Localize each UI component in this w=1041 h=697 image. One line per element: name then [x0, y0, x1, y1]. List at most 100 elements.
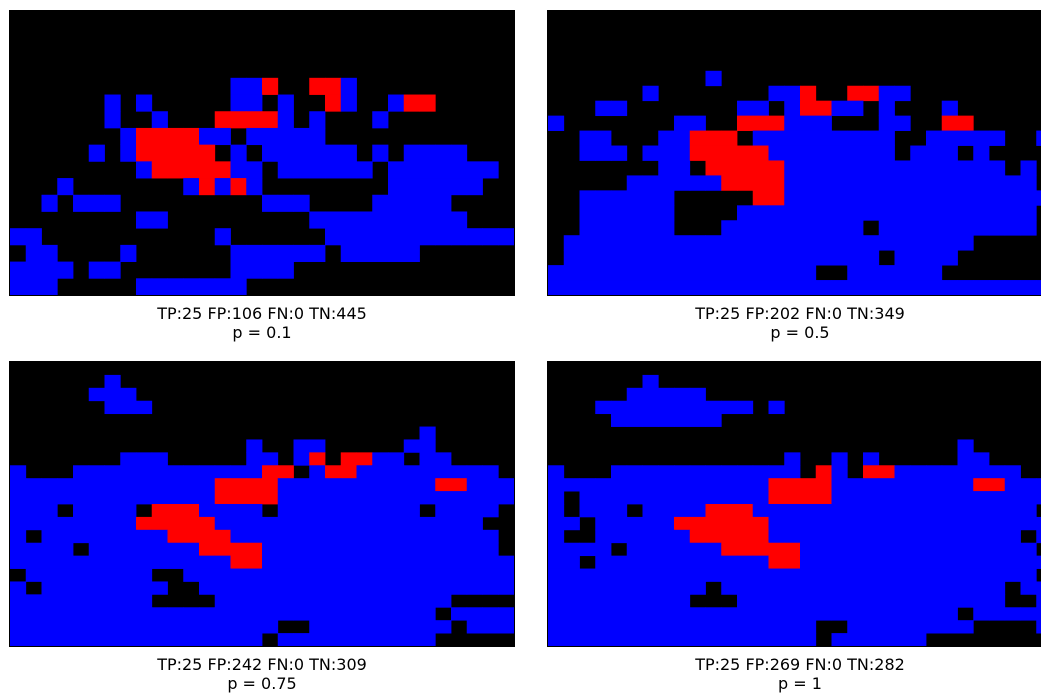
false-positive-cell: [957, 439, 974, 453]
false-positive-cell: [689, 250, 706, 266]
false-positive-cell: [120, 504, 137, 518]
false-positive-cell: [878, 555, 895, 569]
false-positive-cell: [611, 555, 628, 569]
false-positive-cell: [831, 235, 848, 251]
false-positive-cell: [689, 542, 706, 557]
false-positive-cell: [658, 491, 675, 505]
true-positive-cell: [689, 130, 706, 146]
false-positive-cell: [388, 465, 405, 479]
false-positive-cell: [831, 516, 848, 531]
true-positive-cell: [705, 504, 722, 518]
false-positive-cell: [642, 478, 659, 492]
false-positive-cell: [926, 607, 943, 621]
false-positive-cell: [104, 620, 121, 634]
false-positive-cell: [183, 620, 200, 634]
true-positive-cell: [705, 145, 722, 161]
false-positive-cell: [847, 145, 864, 161]
false-positive-cell: [784, 504, 801, 518]
false-positive-cell: [926, 542, 943, 557]
false-positive-cell: [894, 607, 911, 621]
false-positive-cell: [847, 633, 864, 646]
false-positive-cell: [721, 607, 738, 621]
false-positive-cell: [293, 542, 310, 557]
false-positive-cell: [658, 205, 675, 221]
true-positive-cell: [183, 144, 200, 162]
false-positive-cell: [214, 178, 231, 196]
false-positive-cell: [957, 594, 974, 608]
false-positive-cell: [10, 228, 27, 246]
false-positive-cell: [246, 529, 263, 544]
false-positive-cell: [878, 491, 895, 505]
false-positive-cell: [57, 491, 74, 505]
false-positive-cell: [721, 491, 738, 505]
false-positive-cell: [340, 529, 357, 544]
confusion-stats: TP:25 FP:269 FN:0 TN:282: [695, 655, 905, 674]
false-positive-cell: [356, 516, 373, 531]
true-positive-cell: [451, 478, 468, 492]
false-positive-cell: [136, 478, 153, 492]
false-positive-cell: [847, 205, 864, 221]
false-positive-cell: [548, 478, 565, 492]
false-positive-cell: [579, 145, 596, 161]
false-positive-cell: [863, 568, 880, 582]
false-positive-cell: [214, 568, 231, 582]
false-positive-cell: [768, 465, 785, 479]
false-positive-cell: [910, 568, 927, 582]
false-positive-cell: [356, 478, 373, 492]
false-positive-cell: [705, 542, 722, 557]
true-positive-cell: [784, 491, 801, 505]
false-positive-cell: [595, 478, 612, 492]
false-positive-cell: [277, 127, 294, 146]
false-positive-cell: [752, 594, 769, 608]
false-positive-cell: [910, 620, 927, 634]
false-positive-cell: [388, 161, 405, 179]
false-positive-cell: [989, 175, 1006, 191]
false-positive-cell: [136, 581, 153, 595]
false-positive-cell: [57, 633, 74, 646]
false-positive-cell: [878, 594, 895, 608]
false-positive-cell: [941, 504, 958, 518]
false-positive-cell: [419, 228, 436, 246]
false-positive-cell: [847, 250, 864, 266]
false-positive-cell: [563, 478, 580, 492]
false-positive-cell: [403, 228, 420, 246]
false-positive-cell: [784, 190, 801, 206]
false-positive-cell: [41, 278, 58, 295]
false-positive-cell: [151, 478, 168, 492]
false-positive-cell: [57, 568, 74, 582]
false-positive-cell: [325, 607, 342, 621]
false-positive-cell: [926, 465, 943, 479]
true-positive-cell: [705, 160, 722, 176]
false-positive-cell: [136, 555, 153, 569]
false-positive-cell: [941, 594, 958, 608]
false-positive-cell: [910, 220, 927, 236]
false-positive-cell: [878, 205, 895, 221]
false-positive-cell: [737, 568, 754, 582]
false-positive-cell: [957, 130, 974, 146]
false-positive-cell: [388, 607, 405, 621]
false-positive-cell: [784, 130, 801, 146]
false-positive-cell: [293, 568, 310, 582]
false-positive-cell: [658, 516, 675, 531]
false-positive-cell: [752, 205, 769, 221]
false-positive-cell: [674, 478, 691, 492]
false-positive-cell: [372, 211, 389, 229]
false-positive-cell: [325, 581, 342, 595]
false-positive-cell: [642, 387, 659, 402]
false-positive-cell: [277, 607, 294, 621]
false-positive-cell: [41, 568, 58, 582]
false-positive-cell: [419, 452, 436, 466]
false-positive-cell: [1020, 220, 1037, 236]
true-positive-cell: [768, 190, 785, 206]
false-positive-cell: [309, 111, 326, 129]
false-positive-cell: [277, 594, 294, 608]
false-positive-cell: [293, 529, 310, 544]
true-positive-cell: [214, 529, 231, 544]
false-positive-cell: [926, 130, 943, 146]
false-positive-cell: [973, 145, 990, 161]
false-positive-cell: [674, 568, 691, 582]
false-positive-cell: [372, 111, 389, 129]
true-positive-cell: [167, 504, 184, 518]
false-positive-cell: [183, 607, 200, 621]
false-positive-cell: [800, 250, 817, 266]
